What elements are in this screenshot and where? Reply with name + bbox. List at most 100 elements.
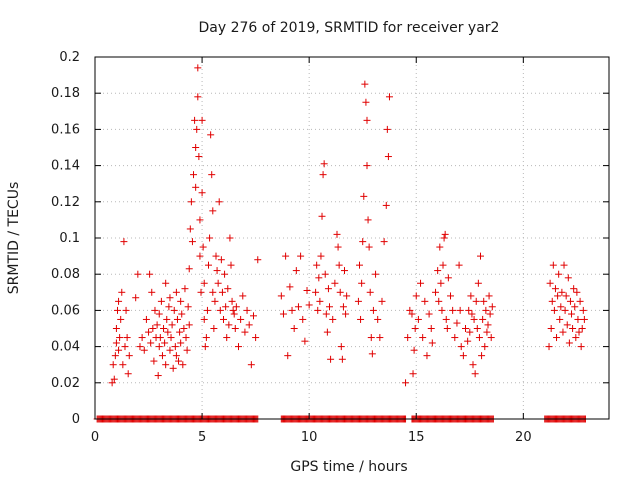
data-point — [225, 321, 233, 329]
data-point — [358, 279, 366, 287]
y-tick-label: 0.16 — [51, 122, 80, 137]
data-point — [570, 285, 578, 293]
data-point — [406, 306, 414, 314]
data-point — [442, 315, 450, 323]
data-point — [140, 346, 148, 354]
data-point — [319, 171, 327, 179]
y-axis-label: SRMTID / TECUs — [6, 182, 22, 295]
data-point — [182, 334, 190, 342]
data-point — [355, 261, 363, 269]
data-point — [192, 144, 200, 151]
data-point — [419, 334, 427, 342]
data-point — [475, 334, 483, 342]
data-point — [566, 297, 574, 305]
data-point — [239, 292, 247, 300]
data-point — [119, 361, 127, 369]
data-point — [142, 315, 150, 323]
data-point — [549, 261, 557, 269]
data-point — [247, 361, 255, 369]
data-point — [338, 355, 346, 363]
data-point — [209, 207, 217, 215]
data-point — [163, 315, 171, 323]
data-point — [571, 303, 579, 311]
data-point — [180, 325, 188, 332]
data-point — [134, 270, 142, 278]
data-point — [121, 343, 129, 351]
data-point — [467, 292, 475, 300]
data-point — [576, 297, 584, 305]
data-point — [290, 325, 298, 332]
data-point — [154, 372, 162, 380]
data-point — [120, 238, 128, 246]
data-point — [199, 243, 207, 251]
data-point — [316, 297, 324, 305]
data-point — [382, 201, 390, 209]
data-point — [322, 310, 330, 318]
data-point — [245, 321, 253, 329]
data-point — [209, 288, 217, 296]
data-point — [487, 334, 495, 342]
data-point — [363, 116, 371, 124]
data-point — [178, 310, 186, 318]
data-point — [115, 346, 123, 354]
data-point — [111, 352, 119, 360]
data-point — [177, 297, 185, 305]
data-point — [402, 379, 410, 387]
y-tick-label: 0.04 — [51, 340, 80, 355]
data-point — [557, 303, 565, 311]
data-point — [229, 306, 237, 314]
data-point — [299, 315, 307, 323]
data-point — [417, 279, 425, 287]
data-point — [191, 116, 199, 124]
data-point — [203, 306, 211, 314]
data-point — [438, 306, 446, 314]
data-point — [554, 292, 562, 300]
data-point — [341, 267, 349, 275]
data-point — [173, 315, 181, 323]
chart-title: Day 276 of 2019, SRMTID for receiver yar… — [199, 20, 500, 36]
data-point — [166, 294, 174, 302]
data-point — [471, 370, 479, 378]
data-point — [440, 234, 448, 242]
data-point — [241, 328, 249, 336]
data-point — [484, 321, 492, 329]
data-point — [294, 303, 302, 311]
data-point — [217, 256, 225, 264]
data-point — [559, 328, 567, 336]
data-point — [185, 265, 193, 273]
data-point — [317, 252, 325, 260]
data-point — [210, 325, 218, 332]
data-point — [153, 321, 161, 329]
data-point — [483, 328, 491, 336]
data-point — [136, 343, 144, 351]
data-point — [110, 375, 118, 383]
data-point — [183, 346, 191, 354]
data-point — [194, 93, 202, 101]
data-point — [412, 292, 420, 300]
data-point — [453, 319, 461, 327]
data-point — [342, 310, 350, 318]
data-point — [427, 325, 435, 332]
data-point — [410, 346, 418, 354]
data-point — [411, 325, 419, 332]
data-point — [331, 279, 339, 287]
x-axis-label: GPS time / hours — [290, 459, 407, 475]
data-point — [376, 334, 384, 342]
data-point — [138, 334, 146, 342]
data-point — [149, 325, 157, 332]
data-point — [288, 306, 296, 314]
data-point — [124, 370, 132, 378]
data-point — [112, 325, 120, 332]
data-point — [329, 315, 337, 323]
data-point — [378, 297, 386, 305]
data-point — [194, 64, 202, 72]
grid — [95, 57, 609, 419]
data-point — [185, 321, 193, 329]
data-point — [456, 306, 464, 314]
data-point — [279, 310, 287, 318]
data-point — [435, 297, 443, 305]
data-point — [188, 238, 196, 246]
data-point — [212, 252, 220, 260]
data-point — [324, 285, 332, 293]
y-tick-label: 0.1 — [59, 231, 80, 246]
